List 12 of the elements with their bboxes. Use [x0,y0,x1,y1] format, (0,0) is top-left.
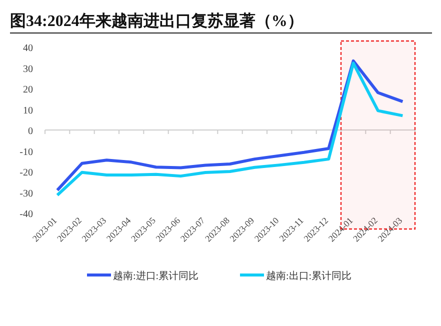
legend-label: 越南:进口:累计同比 [113,270,199,282]
y-tick-label: -20 [20,168,33,178]
y-tick-label: 0 [28,126,33,137]
y-tick-label: 20 [23,84,33,96]
y-tick-label: -30 [20,188,33,200]
y-tick-label: 10 [23,105,33,116]
y-tick-label: -40 [20,209,33,220]
legend-label: 越南:出口:累计同比 [266,270,352,282]
y-tick-label: 40 [23,43,33,54]
chart-title: 图34:2024年来越南进出口复苏显著（%） [10,12,304,30]
y-tick-label: -10 [20,146,33,158]
y-tick-label: 30 [23,64,33,75]
